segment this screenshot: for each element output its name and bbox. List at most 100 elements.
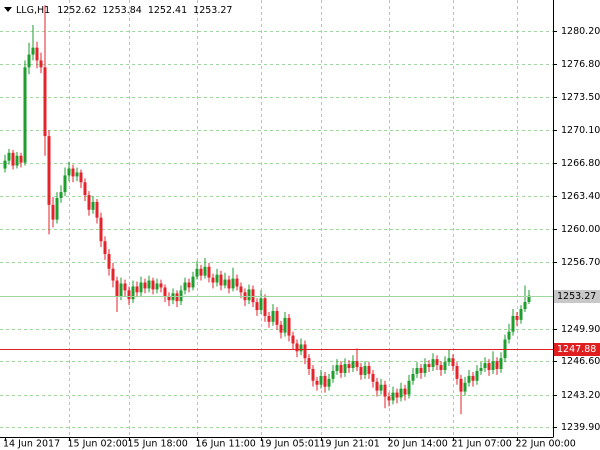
candle-body	[31, 47, 35, 55]
candle-body	[315, 380, 319, 385]
candle-body	[511, 315, 515, 332]
candle-body	[123, 283, 127, 291]
price-line-box	[554, 290, 600, 303]
chart-title: LLG,H1	[16, 5, 50, 16]
candle-body	[295, 343, 299, 352]
y-tick-label: 1243.20	[561, 390, 600, 401]
y-tick-label: 1239.90	[561, 422, 600, 433]
candle-body	[479, 368, 483, 371]
candle-body	[507, 331, 511, 340]
y-tick-label: 1256.70	[561, 257, 600, 268]
candle-body	[91, 201, 95, 210]
candle-body	[151, 280, 155, 290]
candle-body	[447, 358, 451, 363]
candle-body	[239, 286, 243, 293]
candle-body	[303, 344, 307, 359]
candle-body	[419, 368, 423, 373]
y-tick-label: 1249.90	[561, 324, 600, 335]
candle-body	[267, 315, 271, 322]
candle-body	[471, 375, 475, 381]
candle-body	[331, 370, 335, 379]
header-high: 1253.84	[103, 5, 142, 16]
candle-body	[459, 378, 463, 392]
price-line-label: 1253.27	[557, 291, 596, 302]
candle-body	[95, 201, 99, 218]
candle-body	[327, 378, 331, 387]
x-tick-label: 19 Jun 05:01	[260, 439, 320, 450]
y-tick-label: 1280.20	[561, 26, 600, 37]
y-tick-label: 1270.10	[561, 125, 600, 136]
candle-body	[83, 182, 87, 196]
candle-body	[339, 365, 343, 373]
candle-body	[127, 290, 131, 300]
header-close: 1253.27	[193, 5, 232, 16]
candle-body	[59, 192, 63, 199]
candle-body	[287, 317, 291, 336]
candle-body	[495, 361, 499, 369]
candle-body	[279, 324, 283, 333]
candle-body	[463, 382, 467, 392]
candle-body	[523, 301, 527, 310]
y-tick-label: 1273.50	[561, 92, 600, 103]
candle-body	[135, 286, 139, 293]
grid	[0, 0, 553, 437]
y-tick-label: 1260.00	[561, 224, 600, 235]
candle-body	[411, 373, 415, 381]
candle-body	[55, 198, 59, 220]
candle-body	[351, 361, 355, 369]
candle-body	[191, 276, 195, 288]
candle-body	[159, 283, 163, 288]
candle-body	[431, 359, 435, 368]
candle-body	[427, 364, 431, 368]
level-line-label: 1247.88	[557, 344, 596, 355]
candle-body	[519, 309, 523, 320]
candle-body	[3, 160, 7, 169]
candle-body	[39, 60, 43, 68]
candle-body	[227, 279, 231, 289]
candle-body	[311, 368, 315, 381]
menu-triangle[interactable]	[4, 7, 12, 12]
candle-body	[199, 268, 203, 276]
x-tick-label: 21 Jun 07:00	[452, 439, 512, 450]
candle-body	[271, 311, 275, 322]
candle-body	[183, 282, 187, 291]
candle-body	[283, 317, 287, 333]
candle-body	[19, 155, 23, 163]
candle-body	[387, 396, 391, 401]
candle-body	[451, 358, 455, 367]
candle-body	[491, 361, 495, 370]
candle-body	[235, 278, 239, 287]
candle-body	[499, 358, 503, 369]
candle-body	[371, 373, 375, 382]
candle-body	[47, 136, 51, 205]
candle-body	[7, 152, 11, 161]
candle-body	[167, 296, 171, 301]
y-tick-label: 1246.60	[561, 356, 600, 367]
candle-body	[131, 286, 135, 300]
candle-body	[291, 335, 295, 344]
candle-body	[455, 366, 459, 379]
x-tick-label: 19 Jun 21:01	[320, 439, 380, 450]
header-open: 1252.62	[57, 5, 96, 16]
candle-body	[275, 311, 279, 325]
x-tick-label: 15 Jun 18:00	[128, 439, 188, 450]
candle-body	[439, 365, 443, 370]
x-tick-label: 20 Jun 14:00	[388, 439, 448, 450]
candle-body	[139, 282, 143, 293]
candle-body	[403, 388, 407, 395]
candle-body	[415, 368, 419, 374]
candle-body	[363, 366, 367, 375]
candle-body	[323, 375, 327, 387]
candle-body	[71, 168, 75, 177]
chart-header: LLG,H1 1252.62 1253.84 1252.41 1253.27	[16, 5, 232, 16]
candle-body	[11, 152, 15, 166]
candle-body	[515, 315, 519, 320]
candle-body	[179, 290, 183, 302]
candle-body	[215, 274, 219, 283]
candle-body	[343, 364, 347, 373]
candle-body	[23, 67, 27, 163]
candle-body	[391, 392, 395, 401]
y-tick-label: 1266.80	[561, 158, 600, 169]
